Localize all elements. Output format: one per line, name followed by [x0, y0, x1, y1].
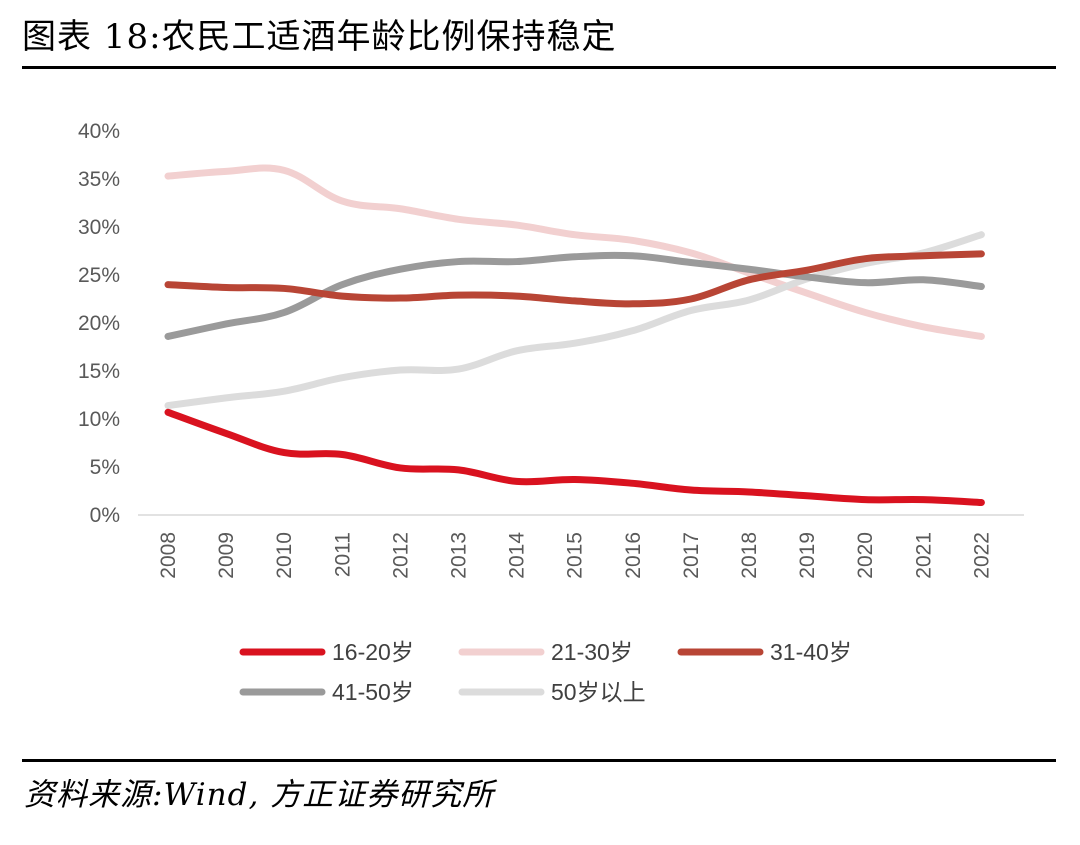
legend-label: 41-50岁 [332, 679, 414, 705]
source-divider [22, 759, 1056, 762]
x-tick-label: 2010 [273, 532, 296, 579]
y-tick-label: 25% [78, 264, 120, 287]
series-line-16-20岁 [164, 408, 985, 507]
series-line-31-40岁 [164, 250, 985, 308]
legend: 16-20岁 21-30岁 31-40岁 41-50岁 50岁以上 [239, 639, 852, 705]
legend-label: 16-20岁 [332, 639, 414, 665]
y-axis-ticks: 0% 5% 10% 15% 20% 25% 30% 35% 40% [78, 120, 120, 527]
x-tick-label: 2015 [564, 532, 587, 579]
x-tick-label: 2022 [970, 532, 993, 579]
x-tick-label: 2016 [622, 532, 645, 579]
legend-label: 50岁以上 [551, 679, 646, 705]
source-note: 资料来源:Wind, 方正证券研究所 [24, 777, 495, 813]
x-tick-label: 2012 [389, 532, 412, 579]
x-tick-label: 2011 [331, 532, 354, 577]
x-tick-label: 2018 [738, 532, 761, 579]
y-tick-label: 20% [78, 312, 120, 335]
x-tick-label: 2017 [680, 532, 703, 579]
y-tick-label: 35% [78, 168, 120, 191]
y-tick-label: 10% [78, 408, 120, 431]
y-tick-label: 5% [90, 456, 120, 479]
x-tick-label: 2014 [506, 532, 529, 579]
y-tick-label: 0% [90, 504, 120, 527]
x-tick-label: 2009 [215, 532, 238, 579]
line-chart: 0%5%10%15%20%25%30%35%40% 2008 2009 2010 20… [78, 120, 1024, 705]
x-tick-label: 2013 [448, 532, 471, 579]
series-lines [164, 164, 985, 507]
x-axis-ticks: 2008 2009 2010 2011 2012 2013 2014 2015 2016 2017… [157, 532, 993, 579]
page-title: 图表 18:农民工适酒年龄比例保持稳定 [22, 17, 617, 57]
x-tick-label: 2021 [912, 532, 935, 579]
y-tick-label: 15% [78, 360, 120, 383]
x-tick-label: 2020 [854, 532, 877, 579]
legend-label: 31-40岁 [770, 639, 852, 665]
x-tick-label: 2019 [796, 532, 819, 579]
y-tick-label: 40% [78, 120, 120, 143]
title-divider [22, 66, 1056, 69]
series-line-21-30岁 [164, 164, 985, 340]
x-tick-label: 2008 [157, 532, 180, 579]
legend-label: 21-30岁 [551, 639, 633, 665]
series-line-50岁以上 [164, 231, 985, 410]
y-tick-label: 30% [78, 216, 120, 239]
series-line-41-50岁 [164, 251, 985, 340]
